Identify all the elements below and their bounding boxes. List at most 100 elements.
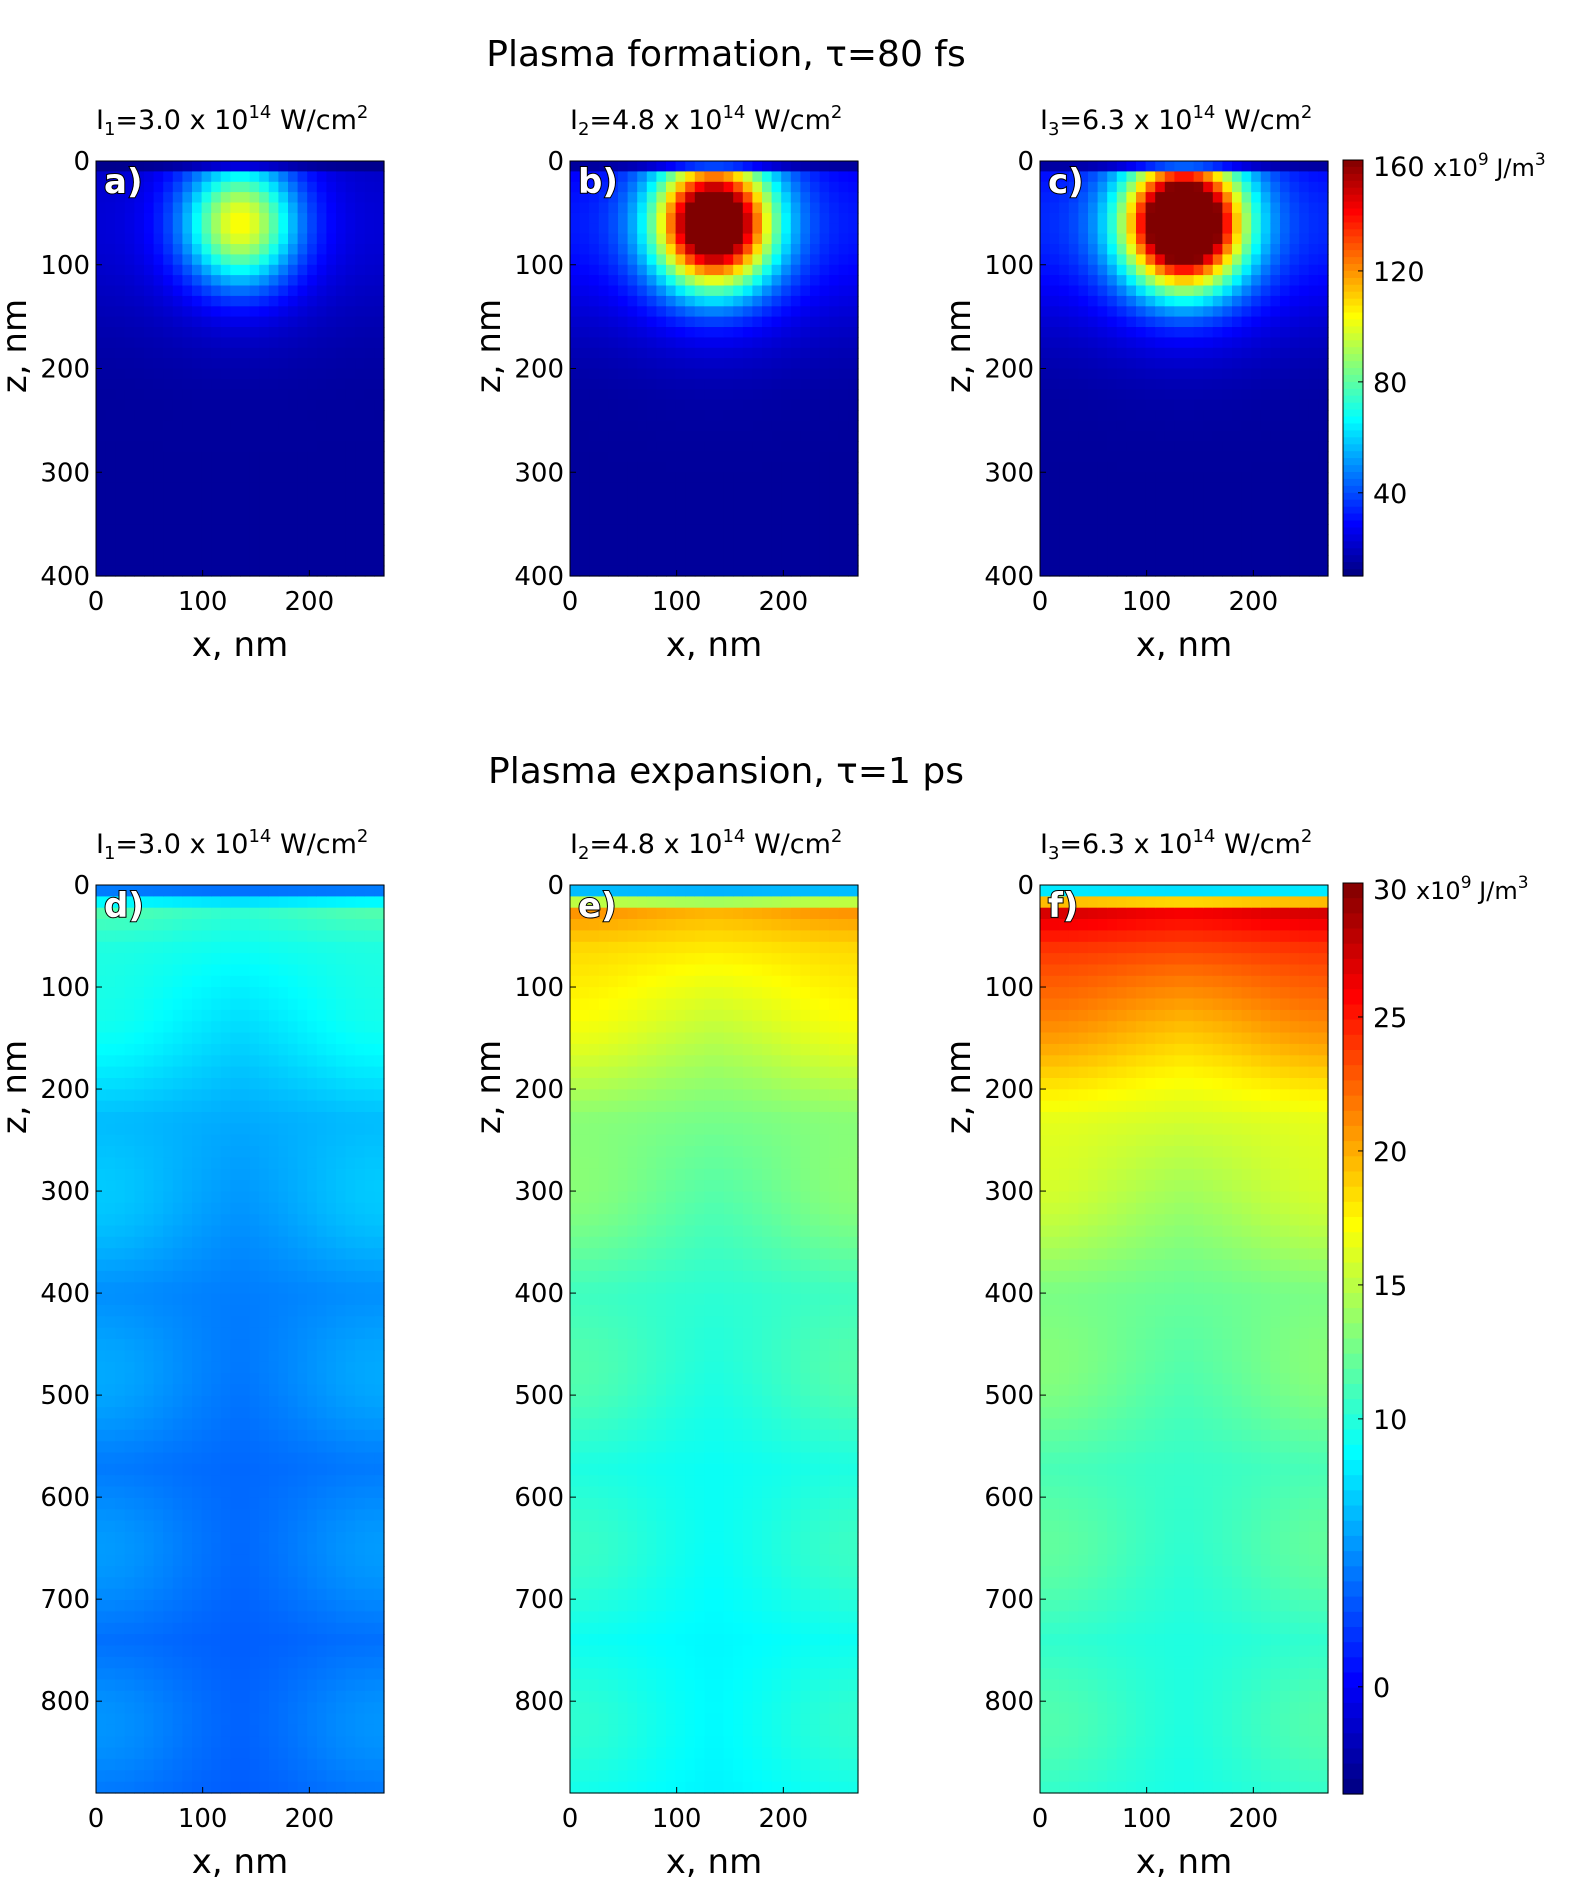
heatmap-cell [124, 555, 135, 567]
heatmap-cell [134, 513, 145, 525]
heatmap-cell [259, 513, 270, 525]
heatmap-cell [220, 451, 231, 463]
heatmap-cell [838, 378, 849, 390]
heatmap-cell [192, 1622, 203, 1635]
heatmap-cell [1088, 264, 1099, 276]
heatmap-cell [1136, 565, 1147, 577]
heatmap-cell [819, 254, 830, 266]
heatmap-cell [1040, 212, 1051, 224]
heatmap-cell [172, 1668, 183, 1681]
heatmap-cell [1059, 233, 1070, 245]
heatmap-cell [336, 285, 347, 297]
heatmap-cell [297, 171, 308, 183]
heatmap-cell [1251, 192, 1262, 204]
heatmap-cell [1260, 565, 1271, 577]
heatmap-cell [153, 1452, 164, 1465]
heatmap-cell [1145, 223, 1156, 235]
heatmap-cell [762, 368, 773, 380]
heatmap-cell [144, 202, 155, 214]
heatmap-cell [1097, 524, 1108, 536]
heatmap-cell [656, 389, 667, 401]
heatmap-cell [1097, 544, 1108, 556]
title-plasma-formation: Plasma formation, τ=80 fs [486, 34, 965, 75]
heatmap-cell [608, 441, 619, 453]
heatmap-cell [211, 493, 222, 504]
heatmap-cell [1232, 399, 1243, 411]
heatmap-cell [115, 275, 126, 287]
heatmap-cell [96, 885, 107, 897]
heatmap-cell [163, 1180, 174, 1192]
heatmap-cell [829, 306, 840, 318]
heatmap-cell [723, 389, 734, 401]
heatmap-cell [1174, 275, 1185, 287]
heatmap-cell [201, 1486, 212, 1499]
heatmap-cell [570, 493, 581, 504]
heatmap-cell [240, 1554, 251, 1567]
heatmap-cell [201, 1770, 212, 1783]
heatmap-cell [1078, 399, 1089, 411]
heatmap-cell [220, 1452, 231, 1465]
heatmap-cell [374, 295, 385, 307]
heatmap-cell [355, 316, 366, 328]
heatmap-cell [153, 1168, 164, 1181]
heatmap-cell [656, 192, 667, 204]
heatmap-cell [96, 316, 107, 328]
heatmap-cell [297, 368, 308, 380]
heatmap-cell [1241, 285, 1252, 297]
heatmap-cell [1270, 192, 1281, 204]
heatmap-cell [249, 1066, 260, 1079]
heatmap-cell [829, 482, 840, 494]
heatmap-cell [105, 975, 116, 988]
heatmap-cell [307, 389, 318, 401]
heatmap-cell [230, 1100, 241, 1113]
heatmap-cell [307, 223, 318, 235]
heatmap-cell [656, 513, 667, 525]
heatmap-cell [589, 285, 600, 297]
heatmap-cell [742, 378, 753, 390]
heatmap-cell [1289, 555, 1300, 567]
heatmap-cell [115, 1622, 126, 1635]
heatmap-cell [201, 1452, 212, 1465]
heatmap-cell [1232, 420, 1243, 432]
heatmap-cell [220, 1554, 231, 1567]
heatmap-cell [1251, 285, 1262, 297]
heatmap-cell [1126, 513, 1137, 525]
heatmap-cell [1174, 555, 1185, 567]
heatmap-cell [211, 1327, 222, 1340]
heatmap-cell [1241, 524, 1252, 536]
heatmap-cell [675, 420, 686, 432]
heatmap-cell [579, 295, 590, 307]
heatmap-cell [96, 1339, 107, 1351]
heatmap-cell [172, 192, 183, 204]
heatmap-cell [144, 907, 155, 920]
heatmap-cell [192, 1089, 203, 1102]
heatmap-cell [96, 1758, 107, 1771]
heatmap-cell [1212, 513, 1223, 525]
heatmap-cell [1232, 202, 1243, 214]
heatmap-cell [589, 420, 600, 432]
heatmap-cell [201, 1270, 212, 1283]
heatmap-cell [733, 420, 744, 432]
heatmap-cell [259, 285, 270, 297]
heatmap-cell [182, 1497, 193, 1510]
heatmap-cell [742, 524, 753, 536]
title-plasma-expansion: Plasma expansion, τ=1 ps [488, 751, 964, 792]
heatmap-cell [1164, 493, 1175, 504]
heatmap-cell [134, 223, 145, 235]
heatmap-cell [96, 161, 107, 172]
heatmap-cell [685, 285, 696, 297]
heatmap-cell [1068, 524, 1079, 536]
heatmap-cell [201, 1055, 212, 1068]
heatmap-cell [637, 513, 648, 525]
heatmap-cell [211, 1078, 222, 1090]
heatmap-cell [192, 316, 203, 328]
heatmap-cell [1232, 327, 1243, 338]
heatmap-cell [201, 1032, 212, 1045]
heatmap-cell [297, 161, 308, 172]
heatmap-cell [1280, 461, 1291, 473]
heatmap-cell [1270, 275, 1281, 287]
heatmap-cell [336, 212, 347, 224]
heatmap-cell [646, 534, 657, 546]
heatmap-cell [163, 896, 174, 909]
heatmap-cell [220, 399, 231, 411]
